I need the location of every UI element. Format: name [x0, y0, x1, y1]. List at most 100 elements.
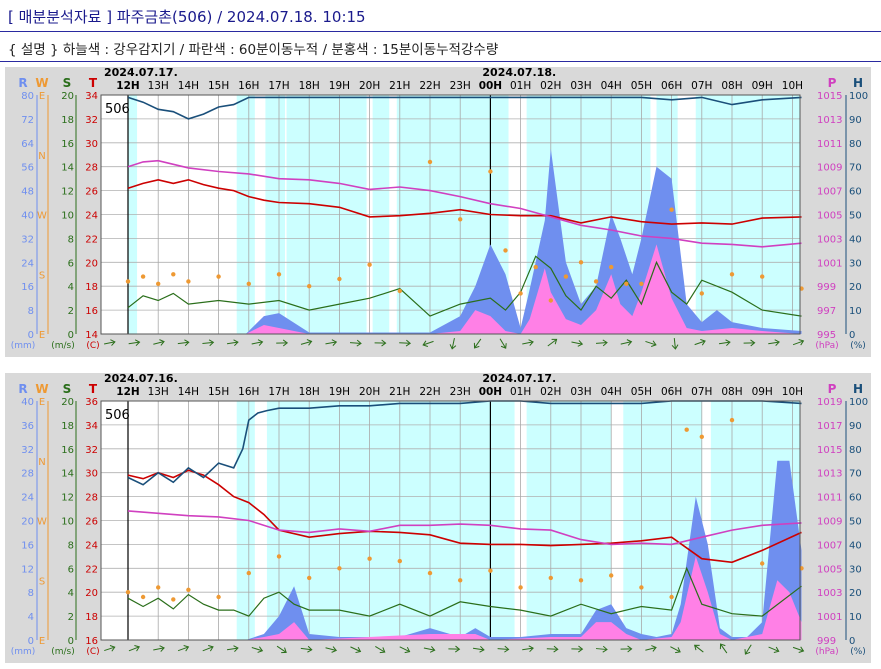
- wind-direction-point: [684, 427, 689, 432]
- date-label: 2024.07.17.: [104, 67, 178, 79]
- wind-arrow-head: [422, 340, 429, 347]
- wind-direction-point: [488, 568, 493, 573]
- hour-label: 02H: [540, 80, 561, 92]
- wind-arrow-icon: [497, 645, 510, 653]
- axis-t-header: T: [89, 76, 98, 90]
- wind-arrow-shaft: [104, 646, 114, 652]
- wind-arrow-head: [627, 645, 633, 653]
- hour-label: 05H: [631, 80, 652, 92]
- wind-direction-point: [669, 207, 674, 212]
- axis-s-unit: (m/s): [51, 341, 75, 351]
- axis-h-tick: 80: [849, 139, 862, 150]
- axis-h-tick: 30: [849, 564, 862, 575]
- wind-direction-point: [216, 274, 221, 279]
- wind-arrow-head: [774, 339, 780, 346]
- wind-arrow-icon: [768, 646, 780, 654]
- wind-arrow-icon: [202, 339, 215, 347]
- axis-h-unit: (%): [850, 341, 866, 351]
- wind-arrow-head: [528, 645, 534, 653]
- axis-r-tick: 32: [21, 234, 34, 245]
- axis-p-tick: 1001: [817, 612, 842, 623]
- wind-arrow-icon: [670, 646, 681, 654]
- wind-arrow-shaft: [474, 338, 482, 348]
- wind-arrow-icon: [423, 646, 436, 653]
- wind-arrow-icon: [276, 645, 287, 654]
- wind-arrow-shaft: [128, 341, 139, 345]
- wind-arrow-shaft: [670, 646, 680, 652]
- axis-h-tick: 50: [849, 211, 862, 222]
- hour-label: 13H: [148, 386, 169, 398]
- wind-arrow-head: [109, 645, 116, 652]
- wind-arrow-shaft: [128, 646, 139, 652]
- hour-label: 12H: [116, 80, 139, 92]
- axis-p-tick: 1003: [817, 234, 842, 245]
- hour-label: 03H: [570, 80, 591, 92]
- wind-arrow-icon: [595, 339, 608, 347]
- axis-r-tick: 40: [21, 211, 34, 222]
- axis-s-header: S: [63, 76, 72, 90]
- wind-arrow-head: [355, 646, 362, 654]
- wind-direction-point: [563, 274, 569, 279]
- axis-r-header: R: [18, 76, 27, 90]
- wind-arrow-head: [773, 646, 780, 654]
- axis-t-tick: 14: [85, 330, 98, 341]
- wind-direction-point: [397, 288, 402, 294]
- wind-arrow-head: [578, 645, 584, 653]
- wind-arrow-shaft: [745, 644, 752, 654]
- axis-r-tick: 48: [21, 187, 34, 198]
- wind-arrow-head: [577, 340, 584, 347]
- wind-arrow-shaft: [226, 341, 238, 345]
- wind-arrow-icon: [620, 645, 633, 653]
- wind-direction-point: [171, 597, 176, 602]
- hour-label: 06H: [661, 80, 682, 92]
- wind-arrow-shaft: [720, 644, 728, 654]
- hour-label: 06H: [661, 386, 682, 398]
- wind-arrow-icon: [768, 339, 780, 346]
- axis-r-tick: 24: [21, 258, 34, 269]
- wind-direction-point: [729, 417, 735, 423]
- axis-s-tick: 8: [68, 540, 74, 551]
- wind-arrow-icon: [620, 339, 633, 346]
- axis-t-tick: 16: [85, 636, 98, 647]
- axis-p-tick: 1001: [817, 258, 842, 269]
- hour-label: 12H: [116, 386, 139, 398]
- axis-t-tick: 34: [85, 421, 98, 432]
- axis-s-tick: 10: [61, 211, 74, 222]
- axis-h-tick: 60: [849, 493, 862, 504]
- wind-arrow-head: [429, 646, 436, 653]
- axis-p-tick: 999: [817, 636, 836, 647]
- axis-p-tick: 1013: [817, 115, 842, 126]
- wind-arrow-icon: [645, 340, 657, 347]
- wind-arrow-shaft: [645, 340, 656, 346]
- wind-arrow-head: [651, 340, 657, 347]
- wind-speed-line: [127, 255, 802, 317]
- wind-arrow-shaft: [718, 341, 730, 345]
- hour-label: 00H: [479, 386, 502, 398]
- wind-arrow-shaft: [177, 646, 188, 652]
- wind-direction-point: [609, 573, 614, 578]
- date-label: 2024.07.18.: [482, 67, 556, 79]
- wind-arrow-icon: [226, 645, 239, 652]
- hour-label: 00H: [479, 80, 502, 92]
- wind-direction-point: [639, 281, 644, 286]
- wind-arrow-head: [331, 646, 338, 653]
- wind-arrow-shaft: [153, 341, 164, 345]
- wind-arrow-shaft: [571, 341, 582, 345]
- axis-p-tick: 1015: [817, 91, 842, 102]
- axis-w-letter: S: [39, 270, 45, 281]
- axis-r-tick: 56: [21, 163, 34, 174]
- wind-arrow-shaft: [325, 341, 336, 345]
- axis-h-tick: 50: [849, 517, 862, 528]
- hour-label: 20H: [359, 386, 380, 398]
- axis-r-tick: 24: [21, 493, 34, 504]
- axis-w-letter: W: [37, 517, 47, 528]
- axis-w-letter: N: [38, 457, 45, 468]
- wind-arrow-shaft: [522, 647, 533, 651]
- axis-r-tick: 28: [21, 469, 34, 480]
- axis-p-tick: 1003: [817, 588, 842, 599]
- wind-arrow-icon: [128, 339, 141, 347]
- wind-direction-point: [427, 159, 433, 165]
- wind-direction-point: [276, 272, 282, 277]
- axis-r-tick: 4: [28, 612, 34, 623]
- axis-w-letter: E: [39, 636, 45, 647]
